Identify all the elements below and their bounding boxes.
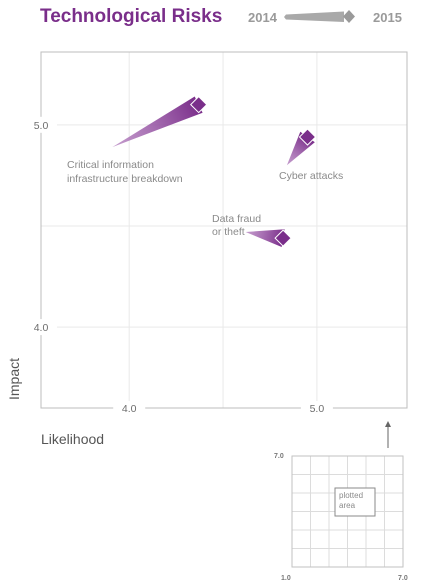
y-tick-label: 5.0 bbox=[34, 120, 49, 132]
legend-diamond-icon bbox=[343, 10, 355, 23]
inset-frame bbox=[291, 455, 404, 568]
chart-title: Technological Risks bbox=[40, 6, 222, 27]
point-2015-2 bbox=[274, 229, 292, 247]
trail-2 bbox=[245, 229, 285, 247]
legend-trail-bar bbox=[284, 11, 344, 22]
inset-x-max: 7.0 bbox=[398, 575, 408, 582]
legend-year-start: 2014 bbox=[248, 10, 278, 25]
label-critical-line2: infrastructure breakdown bbox=[67, 173, 183, 185]
y-tick-bg bbox=[25, 319, 57, 336]
label-critical-line1: Critical information bbox=[67, 159, 154, 171]
inset-x-min: 1.0 bbox=[281, 575, 291, 582]
x-axis-title: Likelihood bbox=[41, 431, 104, 447]
risk-marks bbox=[112, 95, 317, 247]
y-axis-title: Impact bbox=[6, 358, 22, 400]
legend-year-end: 2015 bbox=[373, 10, 402, 25]
x-tick-label: 5.0 bbox=[310, 403, 325, 415]
inset-box-label: plotted area bbox=[339, 491, 365, 510]
y-tick-bg bbox=[25, 116, 57, 133]
inset-plotted-area: 7.0 plotted area 1.0 7.0 bbox=[274, 421, 408, 582]
trail-0 bbox=[112, 96, 203, 148]
x-tick-bg bbox=[300, 401, 333, 415]
x-tick-label: 4.0 bbox=[122, 403, 137, 415]
inset-plotted-box bbox=[334, 487, 376, 517]
tick-labels: 4.0 5.0 4.0 5.0 bbox=[25, 116, 333, 415]
point-2015-0 bbox=[189, 95, 208, 114]
chart-grid bbox=[41, 52, 407, 408]
inset-box-label-line2: area bbox=[339, 501, 356, 510]
label-cyber-attacks: Cyber attacks bbox=[279, 170, 343, 182]
y-tick-label: 4.0 bbox=[34, 322, 49, 334]
label-data-fraud-line2: or theft bbox=[212, 226, 245, 238]
label-critical-information: Critical information infrastructure brea… bbox=[67, 159, 183, 185]
inset-arrow-icon bbox=[385, 421, 391, 427]
inset-y-max: 7.0 bbox=[274, 453, 284, 460]
label-data-fraud-line1: Data fraud bbox=[212, 213, 261, 225]
label-data-fraud: Data fraud or theft bbox=[212, 213, 264, 238]
x-tick-bg bbox=[113, 401, 146, 415]
plot-frame bbox=[40, 51, 408, 409]
inset-box-label-line1: plotted bbox=[339, 491, 363, 500]
point-2015-1 bbox=[298, 128, 317, 146]
